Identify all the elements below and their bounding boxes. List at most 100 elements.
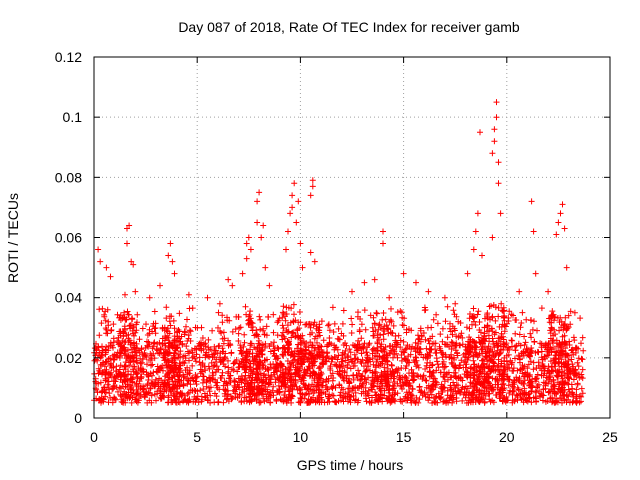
- roti-point: [425, 394, 432, 401]
- roti-point: [289, 204, 296, 211]
- roti-point: [144, 361, 150, 368]
- roti-point: [494, 342, 501, 349]
- roti-point: [470, 357, 477, 364]
- roti-point: [339, 394, 346, 401]
- roti-point: [376, 337, 382, 343]
- roti-point: [288, 334, 295, 341]
- roti-point: [115, 334, 122, 341]
- roti-point: [471, 387, 478, 394]
- roti-point: [287, 360, 293, 367]
- roti-point: [116, 384, 123, 391]
- roti-point: [260, 387, 266, 394]
- roti-point: [279, 322, 286, 329]
- roti-point: [102, 393, 109, 400]
- roti-point: [235, 313, 242, 320]
- roti-point: [134, 399, 141, 406]
- roti-point: [498, 358, 505, 365]
- roti-point: [130, 358, 137, 365]
- roti-point: [579, 356, 586, 363]
- roti-point: [97, 258, 104, 265]
- roti-point: [147, 350, 154, 357]
- roti-point: [209, 327, 216, 334]
- roti-point: [414, 372, 421, 379]
- roti-point: [374, 397, 381, 404]
- roti-point: [564, 370, 571, 377]
- roti-point: [131, 348, 138, 355]
- roti-point: [384, 357, 391, 364]
- roti-point: [290, 301, 297, 308]
- roti-point: [133, 398, 140, 405]
- roti-point: [548, 325, 555, 332]
- roti-point: [403, 363, 410, 369]
- roti-point: [390, 322, 397, 329]
- roti-point: [360, 380, 367, 387]
- roti-point: [245, 348, 251, 355]
- roti-point: [555, 347, 562, 354]
- roti-point: [441, 398, 448, 405]
- roti-point: [230, 367, 237, 374]
- roti-point: [371, 320, 378, 327]
- roti-point: [363, 379, 370, 386]
- roti-point: [263, 397, 270, 404]
- roti-point: [308, 344, 315, 351]
- roti-point: [425, 288, 432, 295]
- roti-point: [181, 373, 188, 380]
- roti-point: [284, 329, 291, 335]
- roti-point: [433, 379, 440, 386]
- roti-point: [256, 362, 263, 369]
- roti-point: [479, 357, 486, 364]
- roti-point: [324, 386, 330, 393]
- roti-point: [434, 399, 441, 406]
- roti-point: [465, 351, 472, 358]
- roti-point: [554, 389, 561, 396]
- roti-point: [459, 377, 466, 384]
- roti-point: [122, 363, 129, 370]
- roti-point: [328, 354, 335, 361]
- roti-point: [528, 345, 535, 351]
- roti-point: [506, 364, 513, 371]
- roti-point: [387, 368, 394, 375]
- roti-point: [492, 317, 499, 324]
- roti-point: [307, 351, 314, 358]
- roti-point: [492, 381, 499, 388]
- roti-point: [547, 358, 554, 365]
- roti-point: [512, 317, 519, 323]
- roti-point: [185, 389, 192, 396]
- roti-point: [129, 327, 136, 334]
- roti-point: [311, 335, 318, 342]
- roti-point: [288, 376, 295, 383]
- roti-point: [316, 324, 323, 331]
- roti-point: [517, 359, 523, 366]
- roti-point: [120, 328, 127, 335]
- roti-point: [571, 369, 578, 376]
- roti-point: [500, 395, 507, 402]
- roti-point: [326, 327, 333, 334]
- roti-point: [553, 231, 560, 238]
- roti-point: [529, 376, 536, 383]
- roti-point: [296, 385, 303, 392]
- roti-point: [435, 364, 442, 371]
- roti-point: [479, 252, 485, 259]
- roti-point: [312, 398, 319, 405]
- roti-point: [102, 308, 109, 315]
- roti-point: [474, 311, 481, 318]
- roti-point: [192, 372, 199, 378]
- roti-point: [387, 349, 394, 356]
- roti-point: [325, 355, 332, 362]
- roti-point: [362, 326, 369, 333]
- roti-point: [278, 397, 285, 404]
- roti-point: [125, 311, 132, 318]
- roti-point: [254, 219, 261, 226]
- roti-point: [273, 362, 280, 369]
- roti-point: [284, 349, 291, 356]
- roti-point: [369, 386, 376, 393]
- roti-point: [279, 369, 286, 376]
- roti-point: [118, 371, 125, 378]
- roti-point: [332, 354, 339, 361]
- roti-point: [225, 357, 231, 364]
- roti-point: [151, 308, 158, 315]
- roti-point: [485, 379, 492, 386]
- roti-point: [125, 338, 132, 345]
- roti-point: [288, 363, 294, 370]
- roti-point: [578, 385, 585, 392]
